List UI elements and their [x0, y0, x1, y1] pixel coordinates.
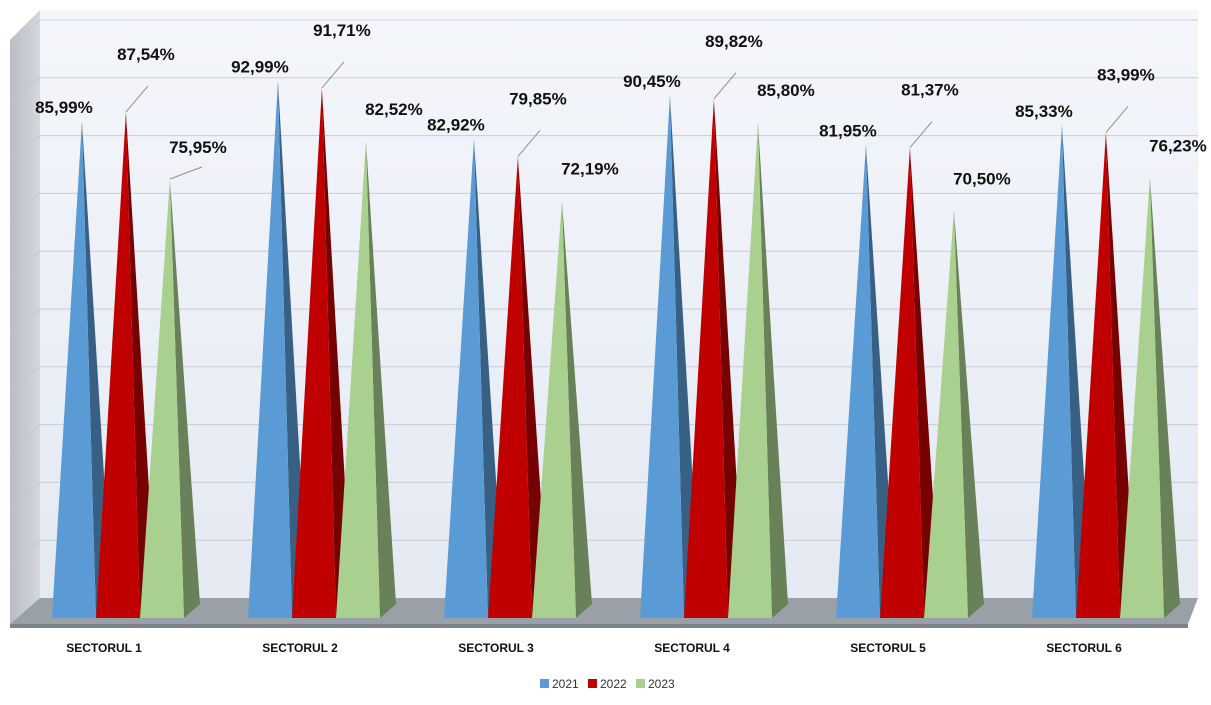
data-label-2022-1: 87,54% — [117, 45, 175, 64]
data-label-2021-3: 82,92% — [427, 116, 485, 135]
leader-line-2022-1 — [125, 85, 149, 113]
leader-line-2022-2 — [321, 61, 345, 89]
bar-2023-2 — [336, 141, 380, 618]
data-label-2022-4: 89,82% — [705, 32, 763, 51]
data-label-2023-4: 85,80% — [757, 81, 815, 100]
legend-swatch-2023 — [636, 679, 645, 688]
gridline-side — [9, 193, 41, 219]
category-label-1: SECTORUL 1 — [66, 641, 142, 655]
floor-edge — [10, 624, 1188, 628]
category-label-3: SECTORUL 3 — [458, 641, 534, 655]
data-label-2021-4: 90,45% — [623, 72, 681, 91]
bar-2023-3 — [532, 200, 576, 618]
leader-line-2023-1 — [169, 166, 203, 180]
gridline-side — [9, 424, 41, 451]
data-label-2021-6: 85,33% — [1015, 102, 1073, 121]
data-label-2022-3: 79,85% — [509, 89, 567, 108]
bar-side-2023-2 — [365, 141, 396, 618]
data-label-2023-2: 82,52% — [365, 100, 423, 119]
bar-2022-4 — [684, 98, 728, 619]
bar-2022-6 — [1076, 132, 1120, 619]
data-label-2023-1: 75,95% — [169, 138, 227, 157]
bar-side-2023-5 — [953, 210, 984, 618]
bar-2022-5 — [880, 147, 924, 618]
bar-2023-5 — [924, 210, 968, 618]
bar-2021-5 — [836, 144, 880, 619]
bar-2022-2 — [292, 87, 336, 618]
gridline-side — [9, 366, 41, 393]
legend-label-2022: 2022 — [600, 677, 627, 691]
data-label-2021-5: 81,95% — [819, 121, 877, 140]
leader-line-2022-3 — [517, 130, 541, 157]
gridline-side — [9, 539, 41, 567]
data-label-2021-1: 85,99% — [35, 98, 93, 117]
bar-2022-1 — [96, 112, 140, 618]
gridline-side — [9, 250, 41, 277]
data-label-2022-5: 81,37% — [901, 81, 959, 100]
category-label-5: SECTORUL 5 — [850, 641, 926, 655]
gridline-side — [9, 19, 41, 45]
legend-label-2023: 2023 — [648, 677, 675, 691]
legend-swatch-2021 — [540, 679, 549, 688]
bar-2021-2 — [248, 80, 292, 618]
gridline-side — [9, 77, 41, 103]
bar-2023-4 — [728, 122, 772, 619]
data-label-2022-6: 83,99% — [1097, 66, 1155, 85]
data-label-2022-2: 91,71% — [313, 21, 371, 40]
legend-swatch-2022 — [588, 679, 597, 688]
bar-2023-6 — [1120, 177, 1164, 618]
bar-side-2023-1 — [169, 179, 200, 618]
bar-2022-3 — [488, 156, 532, 619]
category-label-6: SECTORUL 6 — [1046, 641, 1122, 655]
data-label-2023-6: 76,23% — [1149, 136, 1207, 155]
bar-2023-1 — [140, 179, 184, 618]
back-wall — [40, 10, 1198, 598]
leader-line-2022-6 — [1105, 106, 1129, 133]
data-label-2023-5: 70,50% — [953, 170, 1011, 189]
legend-label-2021: 2021 — [552, 677, 579, 691]
side-wall — [10, 10, 40, 624]
data-label-2021-2: 92,99% — [231, 58, 289, 77]
category-label-4: SECTORUL 4 — [654, 641, 730, 655]
leader-line-2022-4 — [713, 72, 737, 100]
bar-2021-4 — [640, 95, 684, 619]
leader-line-2022-5 — [909, 121, 933, 149]
bar-side-2022-5 — [909, 147, 940, 618]
bar-side-2023-4 — [757, 122, 788, 619]
bar-2021-1 — [52, 120, 96, 619]
bar-2021-6 — [1032, 124, 1076, 618]
bar-2021-3 — [444, 138, 488, 618]
gridline-side — [9, 135, 41, 161]
gridline-side — [9, 308, 41, 335]
bar-side-2022-1 — [125, 112, 156, 618]
data-label-2023-3: 72,19% — [561, 160, 619, 179]
gridline-side — [9, 482, 41, 509]
bar-side-2023-6 — [1149, 177, 1180, 618]
bar-side-2023-3 — [561, 200, 592, 618]
category-label-2: SECTORUL 2 — [262, 641, 338, 655]
